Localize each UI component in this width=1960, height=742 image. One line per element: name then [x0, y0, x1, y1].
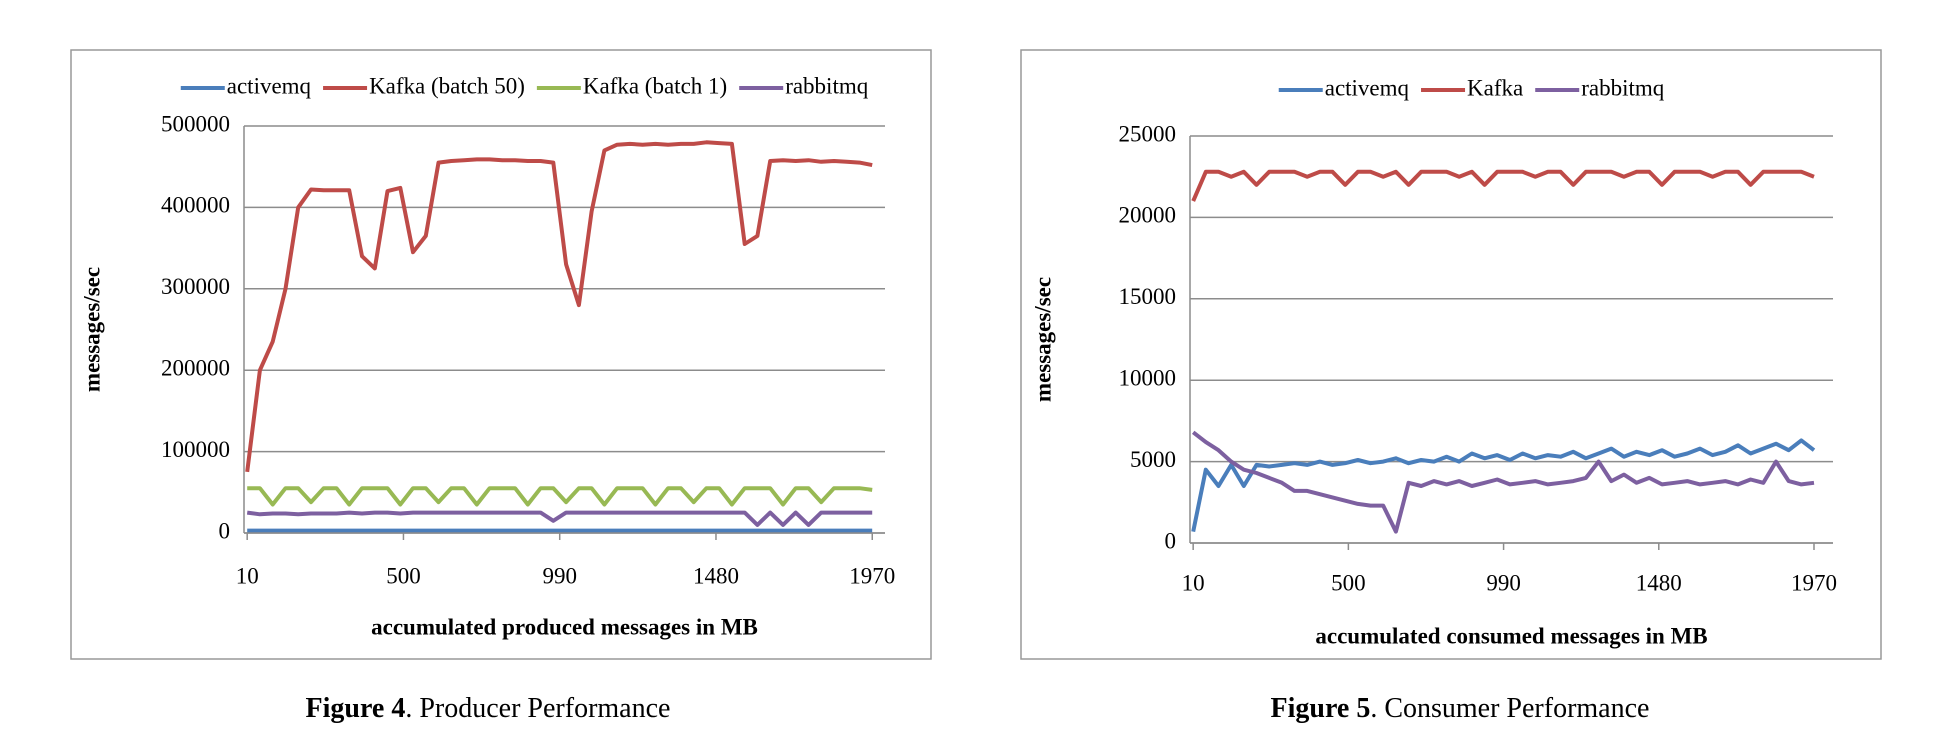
chart-frame — [1020, 49, 1882, 660]
legend-label: rabbitmq — [785, 73, 869, 98]
y-tick-label: 100000 — [161, 437, 230, 462]
y-tick-label: 300000 — [161, 274, 230, 299]
y-axis-label: messages/sec — [79, 267, 104, 392]
x-tick-label: 10 — [1182, 570, 1205, 595]
data-line — [1191, 169, 1815, 202]
x-tick-label: 10 — [236, 563, 259, 588]
chart-frame — [70, 49, 932, 660]
y-tick-label: 500000 — [161, 111, 230, 136]
x-tick-label: 1970 — [1791, 570, 1837, 595]
x-tick-label: 990 — [1486, 570, 1521, 595]
data-line — [246, 510, 873, 527]
y-tick-label: 20000 — [1119, 203, 1177, 228]
x-tick-label: 500 — [1331, 570, 1366, 595]
x-tick-label: 1480 — [1636, 570, 1682, 595]
x-axis-label: accumulated produced messages in MB — [371, 614, 758, 639]
data-line — [1191, 438, 1816, 532]
data-line — [1191, 430, 1815, 534]
caption-text: . Consumer Performance — [1370, 693, 1649, 724]
legend: activemq Kafka (batch 50) Kafka (batch 1) r… — [180, 73, 869, 98]
y-tick-label: 0 — [1165, 528, 1177, 553]
caption-label: Figure 5 — [1271, 693, 1371, 724]
legend: activemq Kafka rabbitmq — [1278, 75, 1665, 100]
y-tick-label: 0 — [219, 518, 231, 543]
y-tick-label: 5000 — [1130, 447, 1176, 472]
y-axis-label: messages/sec — [1030, 277, 1055, 402]
caption-label: Figure 4 — [306, 693, 406, 724]
y-tick-label: 10000 — [1119, 365, 1177, 390]
y-tick-label: 200000 — [161, 355, 230, 380]
legend-label: Kafka (batch 1) — [583, 73, 727, 98]
legend-label: Kafka (batch 50) — [369, 73, 525, 98]
legend-label: activemq — [227, 73, 312, 98]
y-tick-label: 15000 — [1119, 284, 1177, 309]
caption: Figure 4. Producer Performance — [306, 693, 671, 724]
x-tick-label: 990 — [542, 563, 577, 588]
x-tick-label: 500 — [386, 563, 421, 588]
data-line — [247, 486, 873, 507]
x-axis-label: accumulated consumed messages in MB — [1315, 623, 1707, 648]
caption: Figure 5. Consumer Performance — [1271, 693, 1650, 724]
legend-label: activemq — [1325, 75, 1410, 100]
y-tick-label: 400000 — [161, 193, 230, 218]
legend-label: rabbitmq — [1581, 75, 1665, 100]
legend-label: Kafka — [1467, 75, 1523, 100]
caption-text: . Producer Performance — [405, 693, 670, 724]
data-line — [245, 140, 873, 473]
x-tick-label: 1970 — [849, 563, 895, 588]
x-tick-label: 1480 — [693, 563, 739, 588]
y-tick-label: 25000 — [1119, 121, 1177, 146]
